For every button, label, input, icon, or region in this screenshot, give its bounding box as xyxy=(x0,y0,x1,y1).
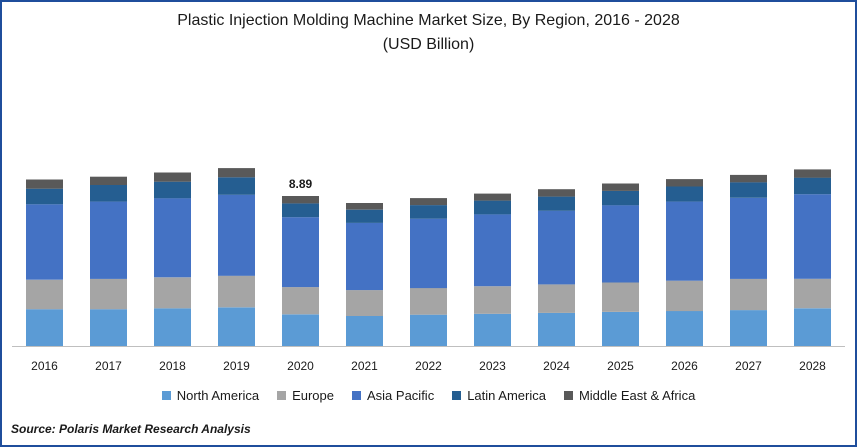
bar-2028-middle-east-africa xyxy=(794,169,831,178)
bar-2027-europe xyxy=(730,278,767,311)
legend-swatch xyxy=(352,391,361,400)
bar-2017-latin-america xyxy=(90,185,127,202)
bar-2016-latin-america xyxy=(26,188,63,205)
bar-2028-north-america xyxy=(794,308,831,346)
bar-2018-europe xyxy=(154,277,191,309)
bar-2021-asia-pacific xyxy=(346,222,383,291)
bar-2021-latin-america xyxy=(346,209,383,223)
bar-2022-asia-pacific xyxy=(410,218,447,289)
bar-2020-europe xyxy=(282,287,319,315)
bar-2017-europe xyxy=(90,278,127,310)
bar-2024-asia-pacific xyxy=(538,210,575,285)
bar-2019-north-america xyxy=(218,307,255,346)
bar-2016-middle-east-africa xyxy=(26,179,63,189)
legend-label: North America xyxy=(176,388,260,403)
chart-subtitle: (USD Billion) xyxy=(382,36,475,53)
x-tick-label-2028: 2028 xyxy=(799,359,826,373)
bar-2022-north-america xyxy=(410,314,447,346)
legend-item-europe: Europe xyxy=(277,388,334,403)
legend-item-latin-america: Latin America xyxy=(452,388,546,403)
bar-2022-europe xyxy=(410,288,447,315)
bar-2022-middle-east-africa xyxy=(410,198,447,206)
legend-label: Europe xyxy=(292,388,334,403)
bar-2018-middle-east-africa xyxy=(154,172,191,182)
chart-legend: North America Europe Asia Pacific Latin Ame… xyxy=(0,388,857,403)
chart-title: Plastic Injection Molding Machine Market… xyxy=(177,12,680,29)
legend-item-north-america: North America xyxy=(161,388,260,403)
bar-2024-middle-east-africa xyxy=(538,189,575,197)
bar-2020-asia-pacific xyxy=(282,217,319,288)
bar-2018-north-america xyxy=(154,308,191,346)
x-tick-label-2016: 2016 xyxy=(31,359,58,373)
bar-2025-north-america xyxy=(602,312,639,346)
bar-2016-europe xyxy=(26,279,63,310)
bar-2024-north-america xyxy=(538,312,575,346)
bar-2017-asia-pacific xyxy=(90,201,127,279)
x-tick-label-2018: 2018 xyxy=(159,359,186,373)
x-tick-label-2019: 2019 xyxy=(223,359,250,373)
bar-2019-middle-east-africa xyxy=(218,168,255,178)
bar-2017-middle-east-africa xyxy=(90,176,127,185)
bar-2025-middle-east-africa xyxy=(602,183,639,191)
bar-2025-asia-pacific xyxy=(602,205,639,283)
bar-2018-asia-pacific xyxy=(154,198,191,278)
x-tick-label-2023: 2023 xyxy=(479,359,506,373)
bar-2020-middle-east-africa xyxy=(282,196,319,204)
bar-2026-north-america xyxy=(666,311,703,346)
bar-2024-latin-america xyxy=(538,196,575,211)
x-tick-label-2025: 2025 xyxy=(607,359,634,373)
bar-2024-europe xyxy=(538,284,575,313)
bar-2019-asia-pacific xyxy=(218,194,255,276)
bar-2021-europe xyxy=(346,290,383,316)
bar-2027-latin-america xyxy=(730,182,767,198)
x-tick-label-2021: 2021 xyxy=(351,359,378,373)
x-tick-label-2020: 2020 xyxy=(287,359,314,373)
bar-2028-europe xyxy=(794,278,831,309)
bar-2023-middle-east-africa xyxy=(474,193,511,201)
bar-2020-north-america xyxy=(282,314,319,346)
bar-2021-middle-east-africa xyxy=(346,203,383,210)
bar-2016-north-america xyxy=(26,309,63,346)
x-tick-label-2017: 2017 xyxy=(95,359,122,373)
bar-2023-asia-pacific xyxy=(474,214,511,287)
legend-swatch xyxy=(277,391,287,400)
bar-2025-europe xyxy=(602,282,639,312)
legend-label: Asia Pacific xyxy=(367,388,435,403)
legend-swatch xyxy=(161,391,171,400)
legend-swatch xyxy=(563,391,573,400)
legend-swatch xyxy=(452,391,462,400)
bar-2016-asia-pacific xyxy=(26,204,63,280)
bar-2023-latin-america xyxy=(474,200,511,215)
bar-2027-middle-east-africa xyxy=(730,174,767,183)
bar-2022-latin-america xyxy=(410,205,447,219)
bar-2027-north-america xyxy=(730,310,767,346)
bar-2023-north-america xyxy=(474,313,511,346)
bar-2023-europe xyxy=(474,286,511,314)
legend-item-middle-east-africa: Middle East & Africa xyxy=(563,388,696,403)
bar-2026-europe xyxy=(666,280,703,312)
source-note: Source: Polaris Market Research Analysis xyxy=(11,422,251,436)
bar-2018-latin-america xyxy=(154,181,191,199)
bar-2019-latin-america xyxy=(218,177,255,195)
data-label-2020: 8.89 xyxy=(289,177,313,191)
legend-label: Middle East & Africa xyxy=(578,388,696,403)
bar-2020-latin-america xyxy=(282,203,319,218)
legend-item-asia-pacific: Asia Pacific xyxy=(352,388,434,403)
bar-2021-north-america xyxy=(346,316,383,346)
x-tick-label-2027: 2027 xyxy=(735,359,762,373)
legend-label: Latin America xyxy=(467,388,546,403)
bar-2027-asia-pacific xyxy=(730,197,767,279)
bar-2017-north-america xyxy=(90,309,127,346)
x-tick-label-2026: 2026 xyxy=(671,359,698,373)
bar-2026-latin-america xyxy=(666,186,703,202)
bar-2026-middle-east-africa xyxy=(666,179,703,187)
bar-2028-latin-america xyxy=(794,177,831,195)
bar-2019-europe xyxy=(218,275,255,308)
x-tick-label-2024: 2024 xyxy=(543,359,570,373)
bar-2026-asia-pacific xyxy=(666,201,703,281)
bar-2028-asia-pacific xyxy=(794,194,831,279)
x-tick-label-2022: 2022 xyxy=(415,359,442,373)
bar-2025-latin-america xyxy=(602,190,639,206)
